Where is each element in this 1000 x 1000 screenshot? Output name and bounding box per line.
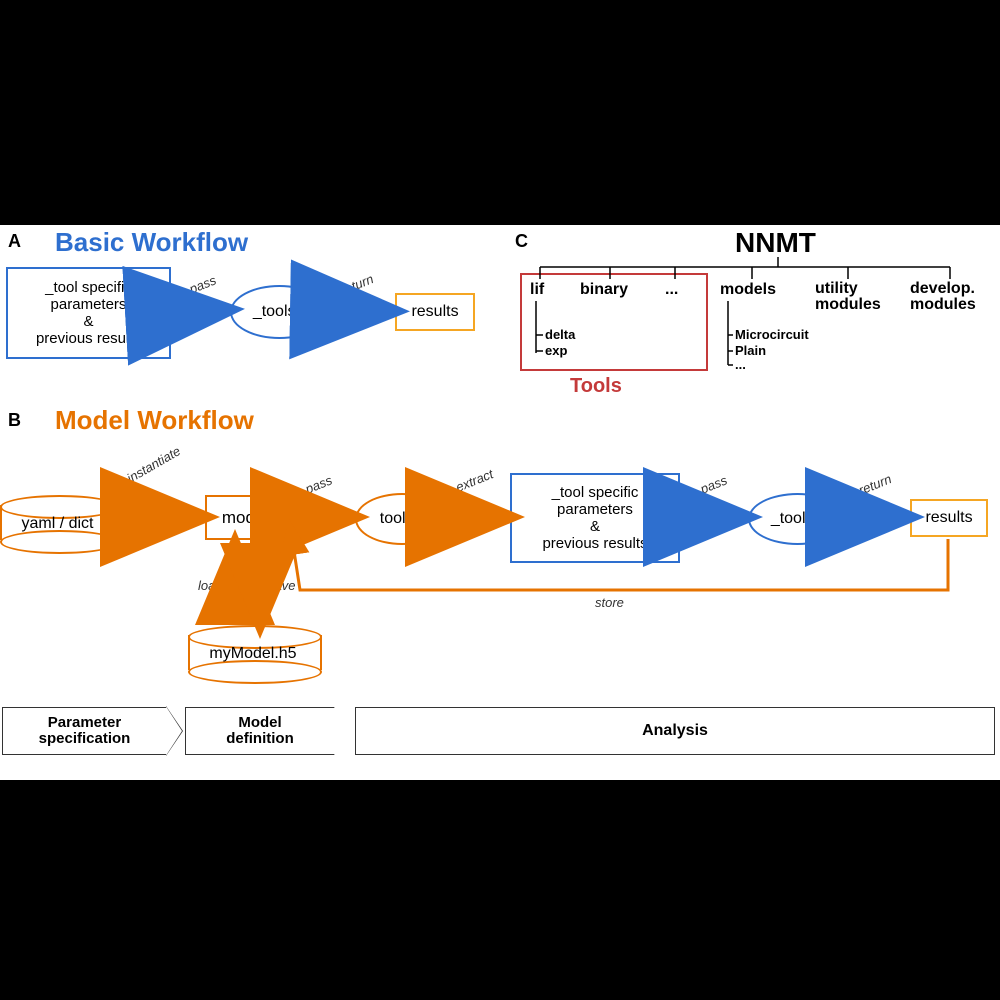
param-box-a-text: _tool specific parameters & previous res… [36, 279, 141, 348]
results-box-b: results [910, 499, 988, 537]
arrow-pass-b1: pass [303, 472, 334, 496]
stage-analysis-text: Analysis [642, 722, 708, 740]
tree-dots: ... [665, 281, 678, 299]
param-box-a: _tool specific parameters & previous res… [6, 267, 171, 359]
results-box-a: results [395, 293, 475, 331]
panel-c-label: C [515, 231, 528, 252]
tools-ellipse-a: _tools() [230, 285, 329, 339]
stage-modeldef: Model definition [185, 707, 335, 755]
panel-c-title: NNMT [735, 227, 816, 259]
arrow-extract: extract [454, 466, 496, 495]
tree-binary: binary [580, 281, 628, 299]
panel-a-title: Basic Workflow [55, 227, 248, 258]
panel-b-label: B [8, 410, 21, 431]
param-box-b: _tool specific parameters & previous res… [510, 473, 680, 563]
arrow-load: load [198, 578, 223, 593]
arrow-store: store [595, 595, 624, 610]
stage-analysis: Analysis [355, 707, 995, 755]
tools-red-label: Tools [570, 375, 622, 398]
tree-microcircuit: Microcircuit [735, 327, 809, 342]
arrow-return-b: return [856, 471, 893, 498]
results-box-b-text: results [925, 509, 972, 527]
arrow-pass-b2: pass [698, 472, 729, 496]
tree-lif: lif [530, 281, 544, 299]
model-box-text: model [222, 508, 268, 528]
tree-delta: delta [545, 327, 575, 342]
tools-ellipse-b: tools() [355, 493, 449, 545]
under-tools-ellipse: _tools() [748, 493, 847, 545]
results-box-a-text: results [411, 303, 458, 321]
mymodel-cylinder: myModel.h5 [188, 625, 318, 680]
tree-mdots: ... [735, 357, 746, 372]
tools-ellipse-a-text: _tools() [253, 303, 306, 321]
arrow-save: save [268, 578, 295, 593]
panel-b-title: Model Workflow [55, 405, 254, 436]
yaml-cyl-label: yaml / dict [0, 515, 115, 533]
mymodel-cyl-label: myModel.h5 [188, 645, 318, 663]
tree-utility: utility modules [815, 281, 881, 313]
arrow-return-a: return [338, 271, 375, 298]
tree-models: models [720, 281, 776, 299]
arrow-instantiate: instantiate [124, 443, 183, 486]
arrow-pass-a: pass [187, 272, 218, 296]
tree-exp: exp [545, 343, 567, 358]
panel-a-label: A [8, 231, 21, 252]
tree-plain: Plain [735, 343, 766, 358]
under-tools-text: _tools() [771, 510, 824, 528]
stage-param-text: Parameter specification [39, 715, 131, 748]
diagram-canvas: A Basic Workflow _tool specific paramete… [0, 225, 1000, 780]
tree-develop: develop. modules [910, 281, 976, 313]
stage-param: Parameter specification [2, 707, 167, 755]
stage-modeldef-text: Model definition [226, 715, 294, 748]
yaml-cylinder: yaml / dict [0, 495, 115, 550]
param-box-b-text: _tool specific parameters & previous res… [542, 484, 647, 553]
model-box: model [205, 495, 285, 540]
tools-ellipse-b-text: tools() [380, 510, 424, 528]
